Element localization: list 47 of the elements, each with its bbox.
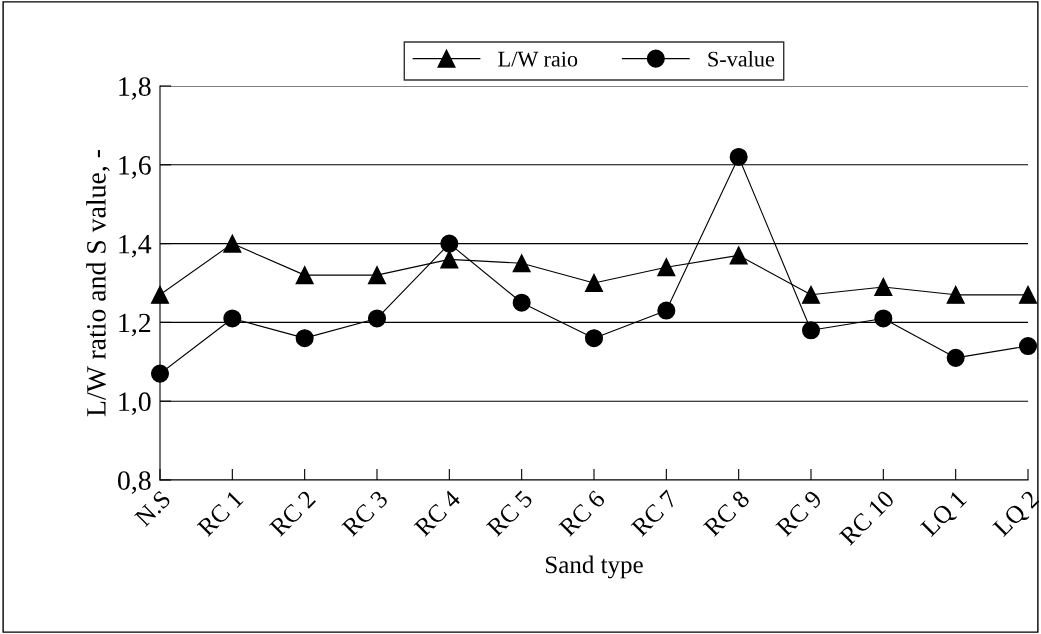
x-tick-label: RC 5 (485, 489, 534, 538)
y-tick-label: 1,0 (119, 392, 151, 416)
x-tick-label: RC 2 (268, 489, 317, 538)
point (295, 266, 314, 285)
x-tick-label: LQ 1 (919, 489, 970, 540)
point (512, 293, 531, 312)
y-tick-label: 1,6 (119, 156, 151, 179)
point (584, 329, 604, 348)
x-tick-label: RC 1 (196, 489, 244, 538)
y-tick-label: 1,2 (119, 313, 151, 337)
point (729, 147, 748, 166)
y-tick-label: 1,4 (119, 234, 152, 258)
point (801, 321, 821, 340)
point (584, 273, 604, 293)
point (729, 246, 748, 265)
point (946, 285, 965, 304)
y-tick-label: 1,8 (119, 77, 151, 100)
x-tick-label: LQ 2 (992, 489, 1041, 540)
point (946, 348, 965, 367)
point (1018, 285, 1038, 304)
x-tick-label: RC 9 (775, 489, 823, 538)
point (657, 258, 676, 277)
point (295, 329, 314, 348)
legend-label: L/W raio (498, 51, 578, 67)
point (440, 234, 459, 253)
point (874, 309, 893, 328)
point (150, 285, 170, 304)
point (440, 250, 459, 269)
point (150, 364, 170, 383)
point (367, 309, 387, 328)
point (223, 309, 242, 328)
legend-label: S-value (708, 50, 775, 67)
point (367, 266, 387, 285)
x-tick-label: RC 10 (838, 489, 896, 546)
x-axis-title: Sand type (546, 555, 643, 579)
point (512, 254, 531, 273)
x-tick-label: RC 3 (341, 489, 389, 538)
point (801, 285, 821, 304)
point (874, 277, 893, 296)
x-tick-label: RC 6 (558, 489, 606, 538)
point (223, 234, 242, 253)
y-axis-title: L/W ratio and S value, - (86, 150, 110, 417)
x-tick-label: RC 7 (630, 489, 679, 538)
point (657, 301, 676, 320)
x-tick-label: RC 8 (702, 489, 751, 538)
point (1018, 337, 1038, 356)
x-tick-label: RC 4 (413, 489, 462, 538)
